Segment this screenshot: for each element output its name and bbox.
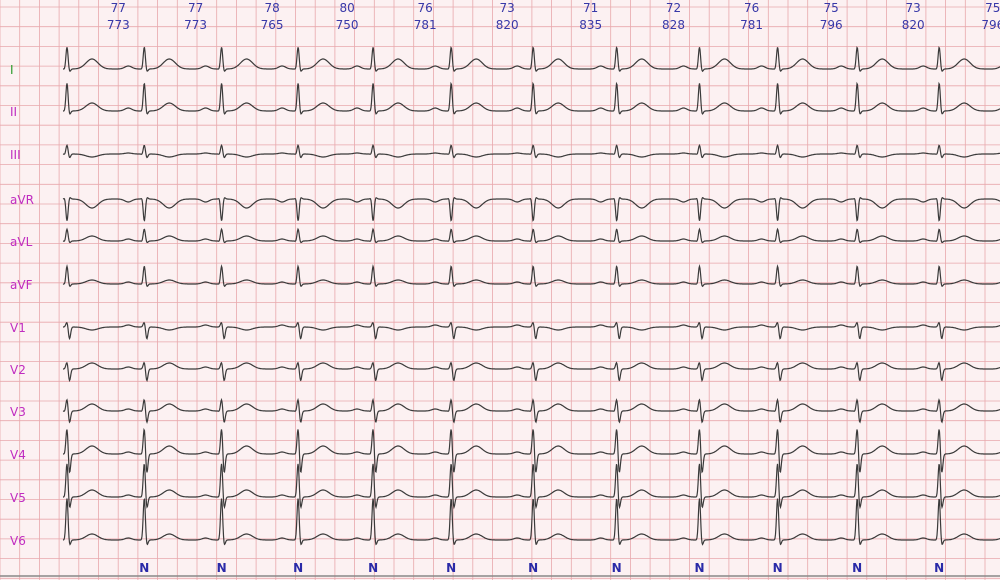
beat-annotation: N: [528, 561, 538, 575]
rr-interval-label: 796: [820, 18, 843, 32]
beat-annotation: N: [139, 561, 149, 575]
rr-interval-label: 773: [107, 18, 130, 32]
heart-rate-label: 72: [666, 1, 681, 15]
beat-annotation: N: [612, 561, 622, 575]
beat-annotation: N: [368, 561, 378, 575]
beat-annotation: N: [446, 561, 456, 575]
heart-rate-label: 71: [583, 1, 598, 15]
trace-v6: [62, 498, 1000, 546]
beat-annotation: N: [694, 561, 704, 575]
heart-rate-label: 78: [264, 1, 279, 15]
rr-interval-label: 750: [336, 18, 359, 32]
lead-label-iii: III: [10, 148, 21, 162]
trace-v2: [63, 361, 1000, 383]
lead-label-avl: aVL: [10, 235, 33, 249]
rr-interval-label: 820: [902, 18, 925, 32]
trace-avf: [62, 264, 1000, 288]
rr-interval-label: 820: [496, 18, 519, 32]
heart-rate-label: 73: [500, 1, 515, 15]
trace-i: [63, 46, 1000, 73]
lead-label-v5: V5: [10, 491, 26, 505]
trace-ii: [63, 81, 1000, 115]
lead-label-v1: V1: [10, 321, 26, 335]
heart-rate-label: 77: [111, 1, 126, 15]
rr-interval-label: 781: [740, 18, 763, 32]
lead-label-avf: aVF: [10, 278, 33, 292]
beat-annotation: N: [852, 561, 862, 575]
trace-v5: [63, 463, 1000, 510]
lead-label-v4: V4: [10, 448, 26, 462]
trace-v1: [63, 321, 1000, 341]
beat-annotation: N: [773, 561, 783, 575]
lead-label-avr: aVR: [10, 193, 34, 207]
heart-rate-label: 76: [418, 1, 433, 15]
beat-annotation: N: [293, 561, 303, 575]
heart-rate-label: 76: [744, 1, 759, 15]
lead-label-ii: II: [10, 105, 17, 119]
heart-rate-label: 75: [824, 1, 839, 15]
heart-rate-label: 80: [339, 1, 354, 15]
trace-iii: [62, 143, 1000, 159]
lead-label-v3: V3: [10, 405, 26, 419]
heart-rate-label: 73: [906, 1, 921, 15]
rr-interval-label: 828: [662, 18, 685, 32]
rr-interval-label: 835: [579, 18, 602, 32]
heart-rate-label: 77: [188, 1, 203, 15]
trace-avr: [62, 196, 1000, 222]
trace-avl: [62, 227, 1000, 244]
beat-annotation: N: [217, 561, 227, 575]
heart-rate-label: 75: [985, 1, 1000, 15]
beat-annotation: N: [934, 561, 944, 575]
trace-v3: [62, 397, 1000, 425]
rr-interval-label: 781: [414, 18, 437, 32]
rr-interval-label: 765: [261, 18, 284, 32]
rr-interval-label: 796: [981, 18, 1000, 32]
trace-v4: [63, 427, 1000, 474]
lead-label-i: I: [10, 63, 14, 77]
rr-interval-label: 773: [184, 18, 207, 32]
lead-label-v2: V2: [10, 363, 26, 377]
lead-label-v6: V6: [10, 534, 26, 548]
